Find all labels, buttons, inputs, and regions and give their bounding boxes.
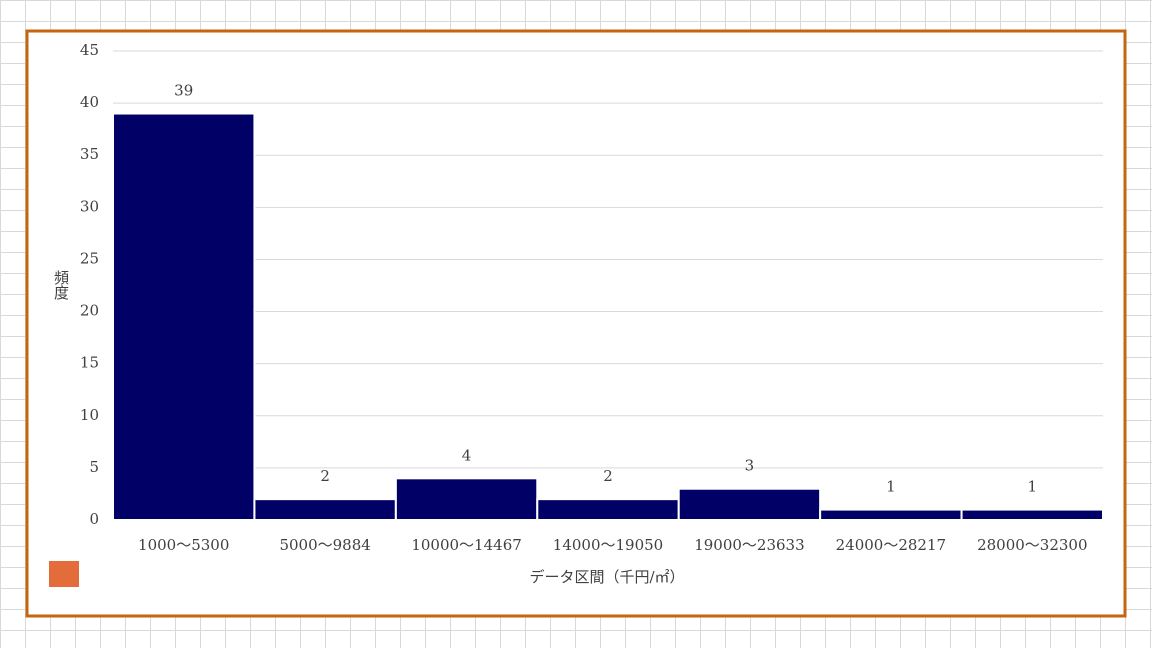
bar xyxy=(677,487,822,522)
bar xyxy=(960,508,1104,522)
x-tick-label: 14000～19050 xyxy=(553,536,663,554)
data-label: 2 xyxy=(320,467,330,485)
bar xyxy=(819,508,963,522)
logo-icon xyxy=(49,561,79,587)
x-tick-label: 1000～5300 xyxy=(138,536,229,554)
y-tick-label: 35 xyxy=(80,145,99,163)
data-label: 39 xyxy=(174,82,193,100)
bar xyxy=(394,477,539,521)
data-label: 2 xyxy=(603,467,613,485)
x-axis-label: データ区間（千円/㎡） xyxy=(529,568,684,586)
y-tick-label: 5 xyxy=(89,458,99,476)
data-label: 1 xyxy=(1028,478,1038,496)
x-tick-label: 24000～28217 xyxy=(836,536,946,554)
y-tick-label: 10 xyxy=(80,406,99,424)
x-tick-label: 5000～9884 xyxy=(279,536,370,554)
y-tick-label: 20 xyxy=(80,302,99,320)
y-tick-label: 30 xyxy=(80,197,99,215)
y-tick-label: 0 xyxy=(89,510,99,528)
data-label: 4 xyxy=(462,446,472,464)
bar xyxy=(253,498,397,521)
x-tick-label: 19000～23633 xyxy=(694,536,804,554)
y-axis-label: 頻度 xyxy=(52,270,70,300)
x-tick-label: 10000～14467 xyxy=(411,536,521,554)
y-tick-label: 40 xyxy=(80,93,99,111)
data-label: 3 xyxy=(745,457,755,475)
y-tick-label: 25 xyxy=(80,249,99,267)
x-tick-label: 28000～32300 xyxy=(977,536,1087,554)
y-tick-label: 15 xyxy=(80,354,99,372)
data-label: 1 xyxy=(886,478,896,496)
y-tick-label: 45 xyxy=(80,41,99,59)
bar xyxy=(536,498,680,521)
bar xyxy=(112,112,256,522)
